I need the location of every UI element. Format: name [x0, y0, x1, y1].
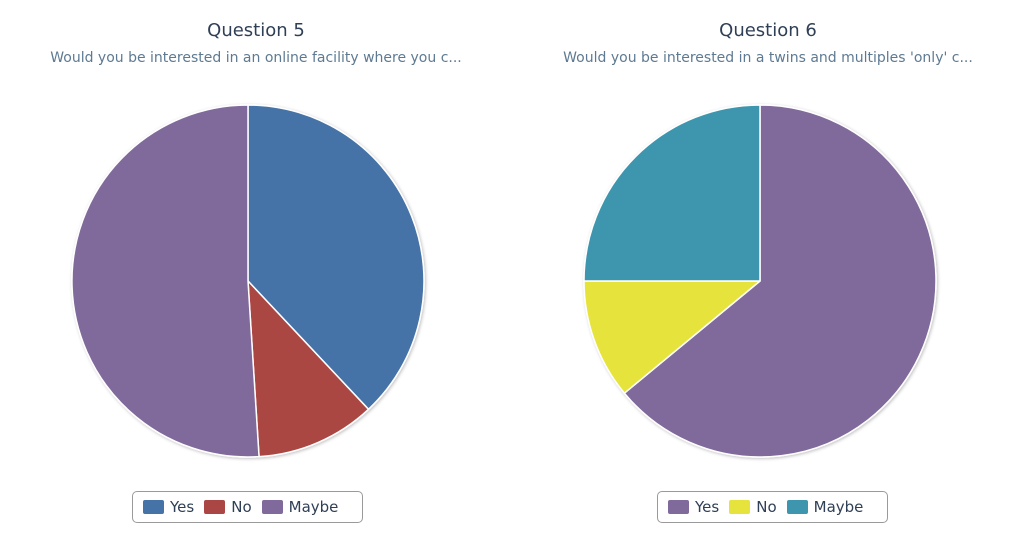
- pie-chart: [71, 104, 425, 458]
- chart-legend: Yes No Maybe: [657, 491, 888, 523]
- legend-item-yes[interactable]: Yes: [143, 498, 194, 516]
- legend-swatch: [786, 500, 808, 514]
- chart-title: Question 6: [719, 20, 817, 41]
- chart-subtitle: Would you be interested in a twins and m…: [563, 50, 973, 66]
- pie-chart: [583, 104, 937, 458]
- chart-legend: Yes No Maybe: [132, 491, 363, 523]
- legend-item-yes[interactable]: Yes: [668, 498, 719, 516]
- pie-slice-yes[interactable]: [247, 104, 425, 411]
- legend-label: Yes: [695, 498, 720, 516]
- chart-subtitle: Would you be interested in an online fac…: [50, 50, 462, 66]
- pie-slice-no[interactable]: [583, 280, 761, 394]
- pie-slice-yes[interactable]: [623, 104, 937, 458]
- legend-label: Maybe: [288, 498, 339, 516]
- pie-slice-no[interactable]: [247, 280, 370, 458]
- legend-item-no[interactable]: No: [204, 498, 252, 516]
- pie-slice-maybe[interactable]: [583, 104, 761, 282]
- legend-label: No: [756, 498, 777, 516]
- legend-swatch: [261, 500, 283, 514]
- pie-slice-maybe[interactable]: [71, 104, 260, 458]
- legend-item-maybe[interactable]: Maybe: [261, 498, 339, 516]
- legend-swatch: [668, 500, 689, 514]
- legend-item-no[interactable]: No: [729, 498, 777, 516]
- legend-label: Yes: [170, 498, 195, 516]
- chart-panel-question-5: Question 5 Would you be interested in an…: [50, 20, 462, 523]
- legend-item-maybe[interactable]: Maybe: [786, 498, 864, 516]
- legend-swatch: [204, 500, 226, 514]
- legend-label: Maybe: [813, 498, 864, 516]
- chart-title: Question 5: [207, 20, 305, 41]
- chart-panel-question-6: Question 6 Would you be interested in a …: [512, 0, 1024, 546]
- legend-swatch: [729, 500, 751, 514]
- legend-swatch: [143, 500, 164, 514]
- legend-label: No: [231, 498, 252, 516]
